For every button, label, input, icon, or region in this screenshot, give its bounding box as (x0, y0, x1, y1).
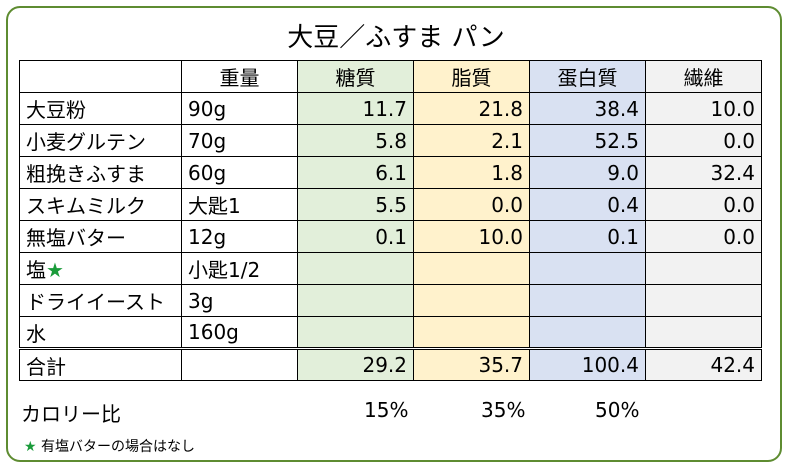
ingredient-weight: 90g (181, 92, 298, 125)
total-fat: 35.7 (413, 347, 530, 381)
fiber-value: 0.0 (645, 188, 762, 221)
total-protein: 100.4 (529, 347, 646, 381)
fat-value (413, 252, 530, 285)
fiber-value: 32.4 (645, 156, 762, 189)
table-row: 大豆粉 90g 11.7 21.8 38.4 10.0 (19, 92, 762, 125)
star-icon: ★ (24, 439, 37, 455)
sugar-value: 5.8 (297, 124, 414, 157)
fat-value (413, 284, 530, 317)
header-cell-blank (19, 60, 182, 93)
protein-value: 0.4 (529, 188, 646, 221)
calorie-ratio-fat: 35% (481, 398, 526, 422)
sugar-value (297, 316, 414, 349)
table-row: 塩★ 小匙1/2 (19, 252, 762, 285)
protein-value: 52.5 (529, 124, 646, 157)
fat-value: 21.8 (413, 92, 530, 125)
ingredient-name: 水 (19, 316, 182, 349)
ingredient-weight: 160g (181, 316, 298, 349)
calorie-ratio-row: カロリー比 15% 35% 50% (21, 398, 781, 426)
page-title: 大豆／ふすま パン (287, 23, 505, 53)
sugar-value: 11.7 (297, 92, 414, 125)
table-row: 小麦グルテン 70g 5.8 2.1 52.5 0.0 (19, 124, 762, 157)
star-icon: ★ (46, 258, 64, 282)
sugar-value (297, 284, 414, 317)
fiber-value (645, 252, 762, 285)
calorie-ratio-protein: 50% (595, 398, 640, 422)
ingredient-name: 塩 (26, 258, 46, 282)
ingredient-name: 無塩バター (19, 220, 182, 253)
header-sugar: 糖質 (297, 60, 414, 93)
ingredient-name: スキムミルク (19, 188, 182, 221)
ingredient-name: ドライイースト (19, 284, 182, 317)
nutrition-table: 重量 糖質 脂質 蛋白質 繊維 大豆粉 90g 11.7 21.8 38.4 1… (19, 60, 762, 381)
ingredient-weight: 12g (181, 220, 298, 253)
protein-value (529, 252, 646, 285)
ingredient-weight: 小匙1/2 (181, 252, 298, 285)
total-fiber: 42.4 (645, 347, 762, 381)
table-row: 無塩バター 12g 0.1 10.0 0.1 0.0 (19, 220, 762, 253)
fiber-value (645, 316, 762, 349)
total-weight (181, 347, 298, 381)
ingredient-weight: 3g (181, 284, 298, 317)
calorie-ratio-sugar: 15% (364, 398, 409, 422)
ingredient-name-cell: 塩★ (19, 252, 182, 285)
sugar-value: 6.1 (297, 156, 414, 189)
ingredient-name: 大豆粉 (19, 92, 182, 125)
total-row: 合計 29.2 35.7 100.4 42.4 (19, 347, 762, 381)
protein-value (529, 316, 646, 349)
fiber-value: 10.0 (645, 92, 762, 125)
table-row: 水 160g (19, 316, 762, 349)
ingredient-name: 粗挽きふすま (19, 156, 182, 189)
header-protein: 蛋白質 (529, 60, 646, 93)
table-row: スキムミルク 大匙1 5.5 0.0 0.4 0.0 (19, 188, 762, 221)
footnote: ★ 有塩バターの場合はなし (24, 436, 195, 456)
total-label: 合計 (19, 347, 182, 381)
fat-value: 2.1 (413, 124, 530, 157)
header-fiber: 繊維 (645, 60, 762, 93)
header-row: 重量 糖質 脂質 蛋白質 繊維 (19, 60, 762, 93)
ingredient-weight: 大匙1 (181, 188, 298, 221)
header-weight: 重量 (181, 60, 298, 93)
protein-value: 38.4 (529, 92, 646, 125)
ingredient-weight: 60g (181, 156, 298, 189)
protein-value: 0.1 (529, 220, 646, 253)
protein-value (529, 284, 646, 317)
fat-value (413, 316, 530, 349)
table-row: ドライイースト 3g (19, 284, 762, 317)
fat-value: 1.8 (413, 156, 530, 189)
fat-value: 0.0 (413, 188, 530, 221)
ingredient-name: 小麦グルテン (19, 124, 182, 157)
fiber-value (645, 284, 762, 317)
header-fat: 脂質 (413, 60, 530, 93)
protein-value: 9.0 (529, 156, 646, 189)
sugar-value (297, 252, 414, 285)
sugar-value: 5.5 (297, 188, 414, 221)
fat-value: 10.0 (413, 220, 530, 253)
total-sugar: 29.2 (297, 347, 414, 381)
ingredient-weight: 70g (181, 124, 298, 157)
sugar-value: 0.1 (297, 220, 414, 253)
fiber-value: 0.0 (645, 220, 762, 253)
calorie-ratio-label: カロリー比 (21, 402, 121, 426)
table-row: 粗挽きふすま 60g 6.1 1.8 9.0 32.4 (19, 156, 762, 189)
footnote-text: 有塩バターの場合はなし (41, 439, 196, 455)
fiber-value: 0.0 (645, 124, 762, 157)
